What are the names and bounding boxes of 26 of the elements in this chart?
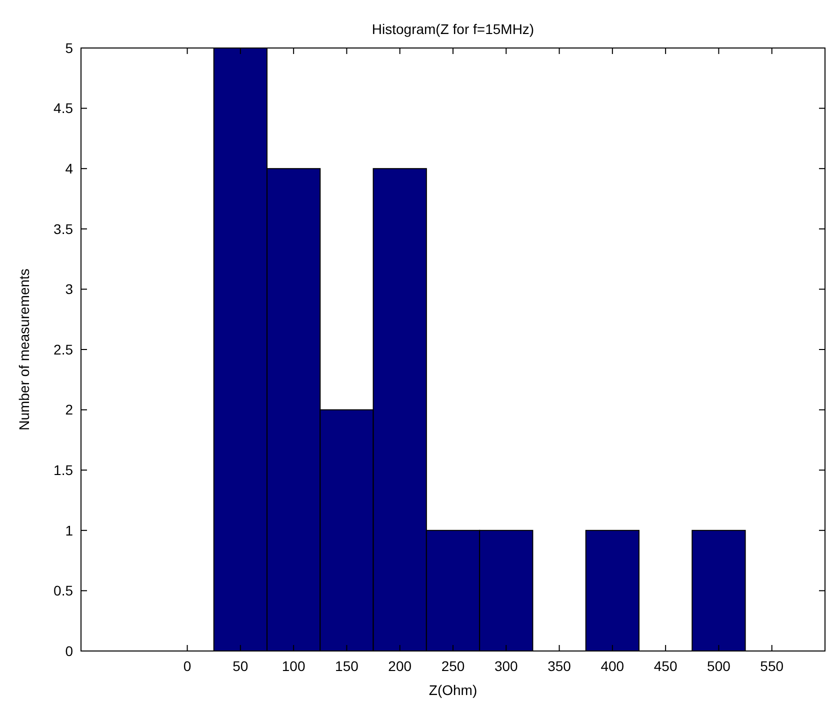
y-tick-label: 1.5 (54, 462, 74, 478)
x-tick-label: 350 (548, 658, 572, 674)
x-axis-title: Z(Ohm) (428, 682, 478, 698)
y-tick-label: 2.5 (54, 341, 74, 358)
y-tick-label: 2 (65, 402, 74, 418)
y-tick-label: 4 (65, 160, 74, 176)
y-axis-title: Number of measurements (16, 268, 32, 430)
y-tick-label: 0.5 (54, 582, 74, 599)
y-tick-label: 4.5 (54, 100, 74, 116)
chart-title: Histogram(Z for f=15MHz) (372, 21, 534, 37)
x-tick-label: 250 (441, 658, 465, 674)
x-tick-label: 400 (600, 658, 624, 674)
x-tick-label: 0 (183, 658, 192, 674)
x-tick-label: 200 (388, 658, 412, 674)
y-tick-label: 5 (65, 40, 74, 56)
x-tick-label: 500 (707, 658, 731, 674)
y-tick-label: 3 (65, 281, 74, 298)
x-tick-label: 300 (494, 658, 518, 674)
y-tick-label: 1 (65, 522, 74, 538)
x-tick-label: 100 (282, 658, 306, 674)
x-tick-label: 550 (760, 658, 784, 674)
x-tick-label: 150 (335, 658, 359, 674)
y-tick-label: 0 (65, 642, 74, 659)
x-tick-label: 450 (654, 658, 678, 674)
x-tick-label: 50 (232, 658, 248, 674)
y-tick-label: 3.5 (54, 220, 74, 237)
